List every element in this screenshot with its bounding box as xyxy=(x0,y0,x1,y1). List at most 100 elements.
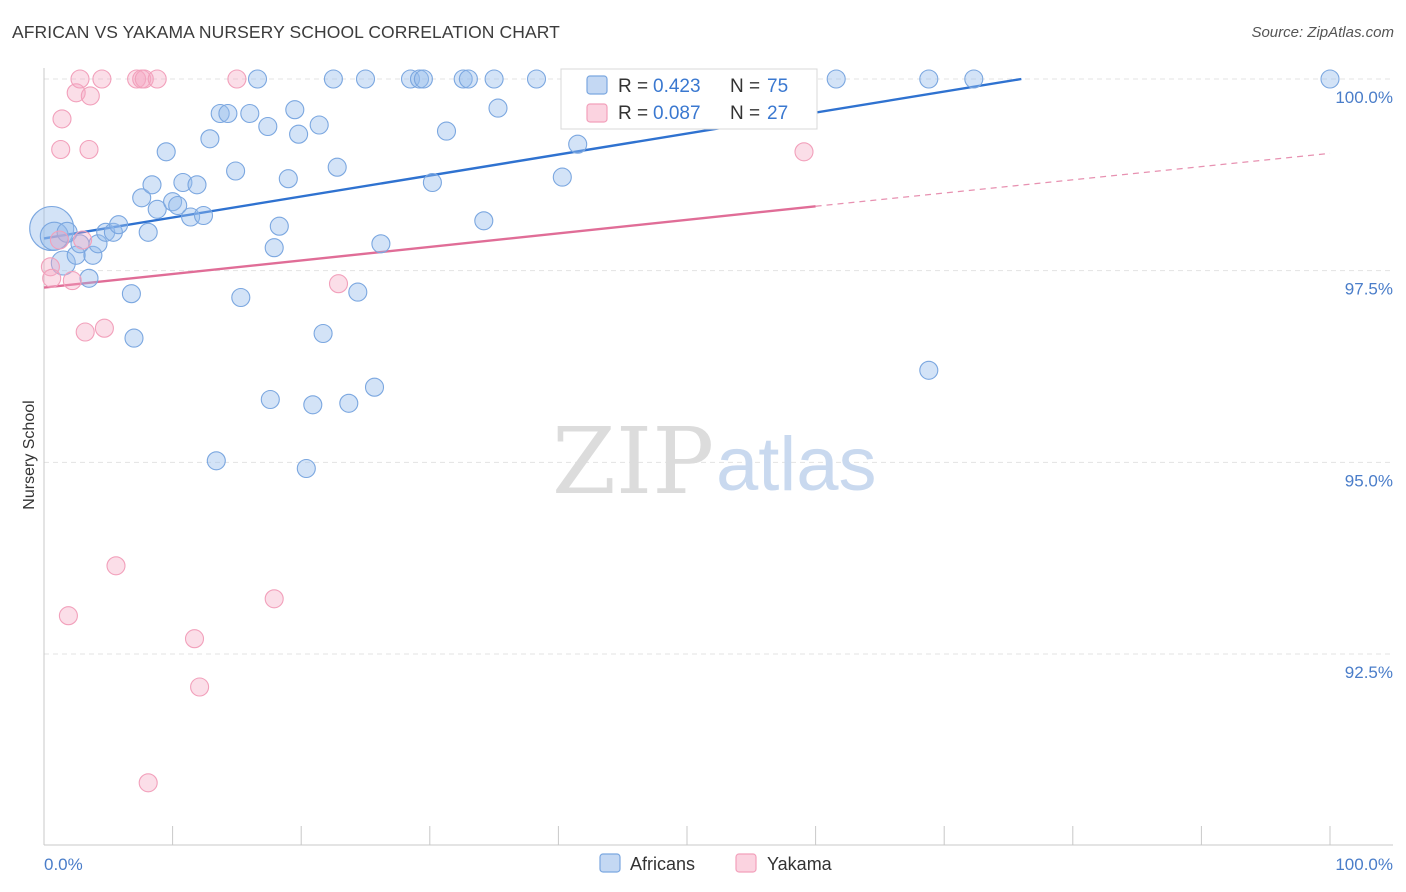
african-point-31 xyxy=(240,103,260,124)
african-point-37 xyxy=(278,169,298,189)
yakama-point-13 xyxy=(92,69,112,89)
yakama-point-9 xyxy=(73,230,93,250)
yakama-point-24 xyxy=(264,589,284,609)
african-point-30 xyxy=(231,287,251,308)
african-point-43 xyxy=(313,323,333,344)
yakama-point-11 xyxy=(79,139,99,160)
yakama-point-2 xyxy=(49,230,69,250)
african-point-28 xyxy=(218,103,238,124)
african-point-15 xyxy=(138,222,158,242)
african-point-54 xyxy=(422,172,442,193)
african-point-58 xyxy=(474,211,494,231)
yakama-point-12 xyxy=(80,86,100,106)
yakama-point-14 xyxy=(94,318,114,338)
african-point-13 xyxy=(124,328,144,348)
african-point-18 xyxy=(156,142,176,162)
yakama-point-21 xyxy=(184,629,205,649)
african-point-25 xyxy=(200,129,220,149)
legend-r-value-africans: 0.423 xyxy=(653,76,701,97)
y-axis-title: Nursery School xyxy=(21,400,38,509)
african-point-48 xyxy=(355,69,376,89)
legend-n-label-yakama: N = xyxy=(730,103,760,124)
african-point-17 xyxy=(147,199,167,219)
watermark: ZIP atlas xyxy=(552,408,877,515)
yakama-point-25 xyxy=(328,274,349,294)
african-point-36 xyxy=(269,216,289,236)
legend-box: R = 0.423 N = 75 R = 0.087 N = 27 xyxy=(560,68,818,130)
african-point-50 xyxy=(371,234,391,254)
yakama-point-23 xyxy=(227,69,247,89)
african-point-12 xyxy=(121,284,141,304)
african-point-35 xyxy=(264,238,284,258)
african-point-34 xyxy=(260,389,280,410)
bottom-legend-swatch-africans xyxy=(599,853,621,873)
african-point-74 xyxy=(1320,69,1340,89)
legend-r-value-yakama: 0.087 xyxy=(653,103,701,124)
african-point-47 xyxy=(348,282,368,302)
african-point-41 xyxy=(303,395,323,415)
african-point-16 xyxy=(142,175,162,195)
african-point-26 xyxy=(206,451,226,471)
african-point-24 xyxy=(193,205,214,226)
yakama-point-10 xyxy=(75,322,95,342)
african-point-72 xyxy=(919,360,939,380)
x-tick-label-left: 0.0% xyxy=(44,855,83,874)
africans-trend-line xyxy=(43,77,1022,240)
african-point-32 xyxy=(247,69,268,89)
african-point-29 xyxy=(226,161,246,181)
african-point-1 xyxy=(39,221,69,251)
chart-source: Source: ZipAtlas.com xyxy=(1251,24,1394,41)
y-tick-label-0: 100.0% xyxy=(1335,88,1393,107)
african-point-40 xyxy=(296,458,316,479)
legend-n-value-yakama: 27 xyxy=(767,103,788,124)
african-point-63 xyxy=(568,134,588,154)
yakama-point-26 xyxy=(794,142,814,162)
african-point-8 xyxy=(88,234,108,254)
legend-swatch-yakama xyxy=(586,103,608,123)
y-tick-label-2: 95.0% xyxy=(1345,471,1393,490)
yakama-point-20 xyxy=(147,69,167,89)
y-tick-labels: 100.0% 97.5% 95.0% 92.5% xyxy=(1335,88,1393,682)
bottom-legend: Africans Yakama xyxy=(599,853,833,874)
african-point-62 xyxy=(552,167,572,187)
watermark-zip: ZIP xyxy=(552,408,714,515)
african-point-59 xyxy=(484,69,504,89)
watermark-atlas: atlas xyxy=(716,422,877,507)
bottom-legend-label-yakama: Yakama xyxy=(767,854,833,874)
bottom-legend-label-africans: Africans xyxy=(630,854,695,874)
african-point-45 xyxy=(327,157,347,177)
african-point-55 xyxy=(436,121,457,141)
yakama-point-15 xyxy=(106,556,126,576)
african-point-7 xyxy=(83,245,103,265)
african-point-39 xyxy=(289,124,309,144)
yakama-point-22 xyxy=(190,677,210,697)
african-point-46 xyxy=(339,393,359,413)
yakama-trend-line-extension xyxy=(815,152,1331,207)
x-tick-label-right: 100.0% xyxy=(1335,855,1393,874)
african-point-6 xyxy=(79,268,99,288)
legend-n-label-africans: N = xyxy=(730,76,760,97)
african-point-71 xyxy=(919,69,939,89)
yakama-point-19 xyxy=(138,773,158,793)
legend-r-label-yakama: R = xyxy=(618,103,648,124)
gridlines xyxy=(44,78,1393,655)
african-point-21 xyxy=(173,172,193,193)
yakama-point-1 xyxy=(42,268,62,288)
yakama-point-3 xyxy=(51,139,71,160)
african-point-70 xyxy=(826,69,846,89)
yakama-trend-line xyxy=(43,205,816,289)
chart-title: AFRICAN VS YAKAMA NURSERY SCHOOL CORRELA… xyxy=(12,22,560,42)
yakama-point-5 xyxy=(58,606,78,626)
african-point-73 xyxy=(964,69,984,89)
african-point-49 xyxy=(364,377,385,397)
african-point-14 xyxy=(132,188,152,208)
african-point-53 xyxy=(413,69,433,89)
african-point-19 xyxy=(163,192,183,212)
african-point-27 xyxy=(210,103,230,124)
yakama-point-6 xyxy=(62,271,82,291)
african-point-57 xyxy=(458,69,478,89)
african-point-42 xyxy=(309,115,329,135)
african-point-56 xyxy=(453,69,473,89)
y-tick-label-1: 97.5% xyxy=(1345,280,1393,299)
